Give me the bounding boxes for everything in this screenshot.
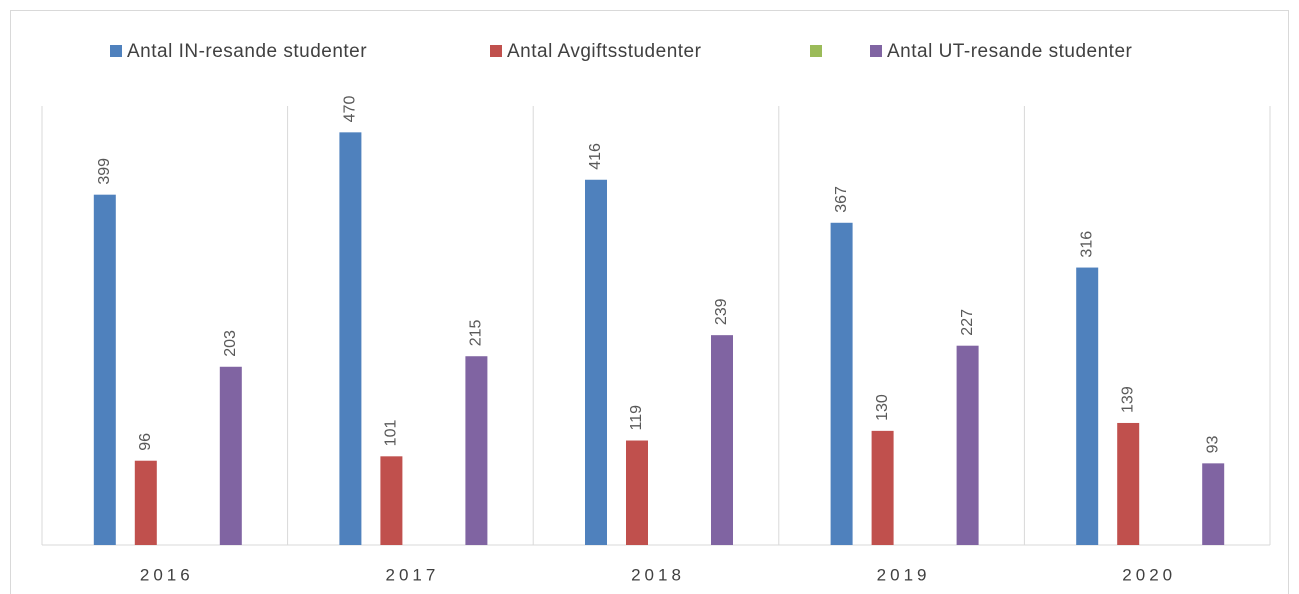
x-tick-label: 2017 (385, 565, 439, 584)
legend-label: Antal UT-resande studenter (887, 41, 1133, 62)
x-tick-label: 2019 (877, 565, 931, 584)
data-label: 470 (342, 96, 359, 123)
legend-swatch (490, 45, 502, 57)
data-label: 367 (833, 186, 850, 213)
data-label: 130 (874, 394, 891, 421)
data-label: 93 (1204, 435, 1221, 453)
bar (830, 222, 853, 546)
bar (585, 179, 607, 545)
legend-label: Antal Avgiftsstudenter (507, 41, 702, 62)
data-label: 416 (587, 143, 604, 170)
data-label: 203 (222, 330, 239, 357)
bar (956, 345, 979, 545)
bar (465, 356, 488, 545)
data-label: 399 (96, 158, 113, 185)
legend-label: Antal IN-resande studenter (127, 41, 367, 62)
bar (1117, 422, 1140, 545)
legend-swatch (810, 45, 822, 57)
data-label: 316 (1078, 231, 1095, 258)
data-label: 227 (959, 309, 976, 336)
bar (711, 335, 733, 545)
x-tick-label: 2018 (631, 565, 685, 584)
x-tick-label: 2016 (140, 565, 194, 584)
data-label: 139 (1119, 386, 1136, 413)
bar (1202, 463, 1225, 545)
data-label: 119 (628, 405, 645, 431)
bar (134, 460, 157, 545)
legend-swatch (110, 45, 122, 57)
data-label: 96 (137, 433, 154, 451)
bar (380, 456, 403, 545)
legend-swatch (870, 45, 882, 57)
bar (339, 132, 362, 545)
data-label: 239 (713, 298, 730, 325)
bar (626, 440, 648, 545)
data-label: 101 (383, 420, 400, 447)
data-label: 215 (468, 319, 485, 346)
bar (219, 366, 242, 545)
bar (93, 194, 116, 546)
bar (1076, 267, 1099, 545)
x-tick-label: 2020 (1122, 565, 1176, 584)
bar (871, 430, 894, 545)
